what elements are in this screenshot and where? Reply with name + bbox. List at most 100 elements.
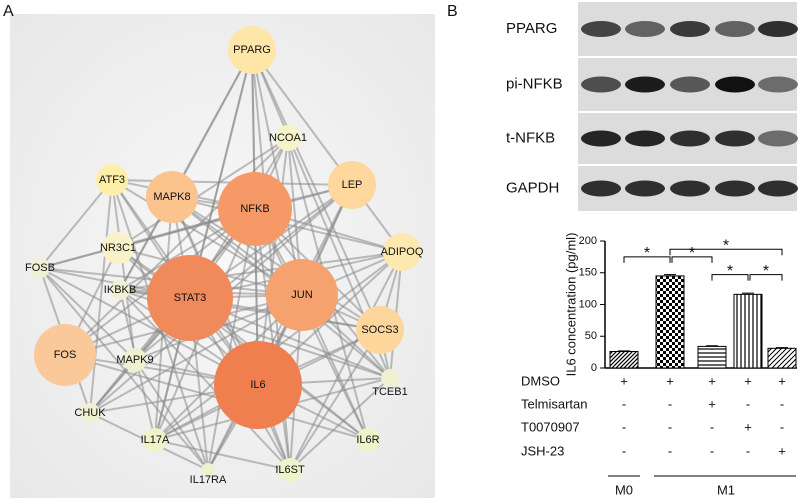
blot-band — [670, 130, 710, 147]
network-edge — [207, 184, 353, 471]
node-label: ATF3 — [99, 174, 125, 186]
network-node — [278, 458, 302, 482]
y-axis-label: IL6 concentration (pg/ml) — [563, 233, 578, 377]
network-edge — [39, 267, 209, 471]
network-node — [102, 232, 134, 264]
network-node — [143, 428, 167, 452]
significance-label: * — [723, 237, 729, 254]
western-blot: PPARG pi-NFKB t-NFKB GAPDH — [506, 2, 798, 211]
blot-band — [758, 130, 798, 147]
treatment-cell: - — [780, 396, 784, 411]
network-edge — [134, 359, 209, 471]
blot-band — [715, 21, 755, 37]
network-node — [123, 348, 147, 372]
blot-band — [670, 21, 710, 37]
blot-band — [581, 21, 621, 37]
error-bar — [618, 350, 630, 352]
node-label: FOS — [54, 349, 77, 361]
node-label: IL17A — [141, 434, 170, 446]
network-edge — [39, 267, 136, 361]
node-label: NCOA1 — [269, 132, 307, 144]
bar — [655, 275, 685, 369]
node-label: FOSB — [25, 262, 55, 274]
treatment-cell: - — [746, 396, 750, 411]
significance-label: * — [727, 263, 733, 280]
network-edge — [251, 49, 403, 253]
network-edge — [119, 289, 291, 471]
error-bar — [664, 274, 676, 276]
node-label: NFKB — [240, 203, 269, 215]
treatment-cell: + — [778, 443, 786, 458]
blot-band — [715, 76, 755, 93]
treatment-cell: - — [668, 419, 672, 434]
node-label: IL17RA — [190, 474, 227, 486]
error-bar — [776, 347, 788, 349]
treatment-cell: - — [622, 396, 626, 411]
treatment-cell: - — [622, 419, 626, 434]
treatment-cell: - — [710, 419, 714, 434]
treatment-cell: + — [708, 396, 716, 411]
treatment-label: Telmisartan — [521, 396, 587, 411]
network-edge — [289, 329, 381, 471]
blot-band — [581, 130, 621, 147]
network-node — [96, 164, 128, 196]
node-label: SOCS3 — [361, 324, 398, 336]
node-label: IKBKB — [104, 284, 136, 296]
treatment-cell: + — [620, 373, 628, 388]
network-edge — [251, 49, 381, 331]
node-label: CHUK — [74, 407, 106, 419]
bar — [609, 350, 639, 369]
significance-label: * — [763, 263, 769, 280]
y-tick-label: 50 — [585, 330, 597, 342]
node-label: ADIPOQ — [381, 246, 424, 258]
blot-band — [625, 21, 665, 37]
significance-bracket — [671, 256, 713, 263]
network-edge — [289, 377, 391, 471]
blot-band — [758, 76, 798, 93]
treatment-table: DMSO + + + + + Telmisartan - - + - - T0070907 - - - + - JS… — [521, 373, 796, 497]
treatment-cell: - — [746, 443, 750, 458]
y-tick-label: 150 — [579, 267, 597, 279]
panel-label: A — [3, 3, 14, 20]
blot-label: pi-NFKB — [506, 75, 563, 92]
treatment-cell: + — [666, 373, 674, 388]
network-node — [383, 233, 421, 271]
y-tick-label: 0 — [591, 362, 597, 374]
network-edge — [251, 49, 303, 296]
network-node — [356, 306, 404, 354]
y-tick-label: 200 — [579, 235, 597, 247]
treatment-cell: + — [708, 373, 716, 388]
network-nodes: PPARG NCOA1 ATF3 MAPK8 NFKB LEP ADIPOQ NR3C1 FOS… — [25, 26, 424, 486]
network-node — [80, 403, 100, 423]
network-node — [146, 171, 198, 223]
network-node — [34, 324, 96, 386]
network-node — [275, 125, 301, 151]
bar — [697, 345, 727, 369]
node-label: JUN — [291, 289, 312, 301]
significance-bracket — [669, 248, 783, 256]
node-label: MAPK8 — [153, 191, 190, 203]
treatment-cell: + — [778, 373, 786, 388]
blot-band — [758, 21, 798, 37]
network-edge — [89, 294, 303, 414]
network-edge — [154, 251, 403, 441]
treatment-cell: - — [710, 443, 714, 458]
network-edge — [39, 184, 353, 269]
treatment-cell: + — [744, 419, 752, 434]
treatment-label: T0070907 — [521, 419, 580, 434]
blot-band — [581, 180, 621, 197]
blot-band — [581, 76, 621, 93]
network-edge — [111, 179, 136, 361]
node-label: IL6ST — [275, 464, 305, 476]
network-edge — [171, 196, 381, 331]
blot-band — [625, 76, 665, 93]
node-label: PPARG — [233, 44, 271, 56]
significance-label: * — [644, 245, 650, 262]
network-edge — [89, 179, 113, 414]
network-node — [266, 259, 338, 331]
node-label: LEP — [342, 179, 363, 191]
blot-band — [670, 180, 710, 197]
